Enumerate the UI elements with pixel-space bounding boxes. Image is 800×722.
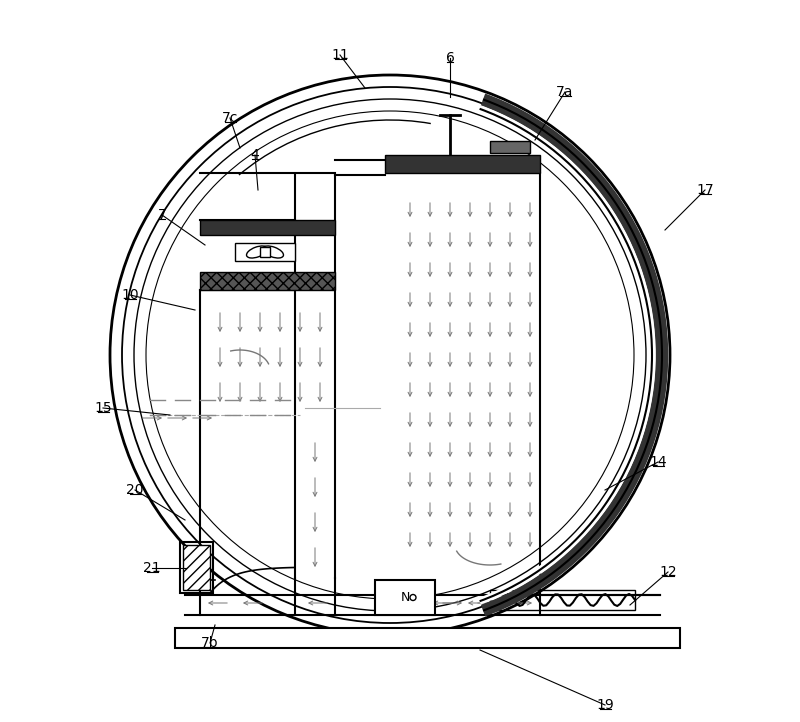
Text: 19: 19 [596, 698, 614, 712]
Text: 4: 4 [250, 148, 259, 162]
Text: 15: 15 [94, 401, 112, 415]
Text: 12: 12 [659, 565, 677, 579]
Bar [490, 141, 530, 153]
Text: 17: 17 [696, 183, 714, 197]
Text: 21: 21 [143, 561, 161, 575]
Text: 10: 10 [121, 288, 139, 302]
Ellipse shape [246, 246, 267, 258]
Text: 7b: 7b [201, 636, 219, 650]
Text: N: N [400, 591, 410, 604]
Bar [260, 247, 270, 257]
Text: 11: 11 [331, 48, 349, 62]
Bar [183, 545, 210, 590]
Bar [200, 220, 335, 235]
Text: 6: 6 [446, 51, 454, 65]
Text: 20: 20 [126, 483, 144, 497]
Bar [175, 628, 680, 648]
Bar [180, 542, 213, 593]
Text: 14: 14 [649, 455, 667, 469]
Bar [235, 243, 295, 261]
Text: 7: 7 [158, 208, 166, 222]
Text: 7c: 7c [222, 111, 238, 125]
Text: 7a: 7a [556, 85, 574, 99]
Bar [375, 580, 435, 615]
Bar [490, 590, 635, 610]
Ellipse shape [262, 246, 283, 258]
Bar [385, 155, 540, 173]
Bar [200, 272, 335, 290]
